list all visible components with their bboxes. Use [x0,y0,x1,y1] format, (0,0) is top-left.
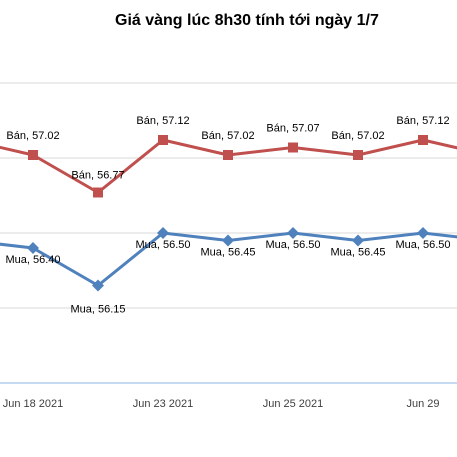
data-point-bán [223,150,233,160]
x-tick-label: Jun 23 2021 [133,398,194,410]
data-label-mua: Mua, 56.45 [200,247,255,259]
data-labels: Bán, 57.02 Bán, 56.77 Bán, 57.12 Bán, 57.02… [5,115,450,316]
data-point-bán [93,187,103,198]
data-label-bán: Bán, 57.02 [6,130,59,142]
data-point-bán [353,150,363,160]
data-label-mua: Mua, 56.50 [265,239,320,251]
chart-title: Giá vàng lúc 8h30 tính tới ngày 1/7 [115,12,379,29]
x-tick-label: Jun 25 2021 [263,398,324,410]
data-point-mua [222,234,234,247]
data-point-mua [27,242,39,254]
data-point-bán [288,142,298,153]
data-label-bán: Bán, 57.12 [396,115,449,127]
data-label-bán: Bán, 57.02 [331,130,384,142]
x-tick-label: Jun 18 2021 [3,398,64,410]
data-point-mua [417,227,429,239]
series-group [0,135,457,292]
gridlines [0,82,457,309]
data-label-mua: Mua, 56.50 [135,239,190,251]
data-label-bán: Bán, 57.02 [201,130,254,142]
data-label-mua: Mua, 56.50 [395,239,450,251]
data-point-bán [418,135,428,145]
data-point-mua [352,234,364,247]
data-label-bán: Bán, 57.12 [136,115,189,127]
data-point-mua [287,227,299,239]
x-tick-label: Jun 29 [406,398,439,410]
data-point-mua [92,279,104,292]
data-label-mua: Mua, 56.15 [70,304,125,316]
data-label-mua: Mua, 56.45 [330,247,385,259]
series-line-bán [0,138,457,194]
x-axis: Jun 18 2021 Jun 23 2021 Jun 25 2021 Jun 29 [0,382,457,410]
data-label-bán: Bán, 57.07 [266,123,319,135]
data-label-bán: Bán, 56.77 [71,170,124,182]
data-point-bán [28,150,38,160]
data-point-mua [157,227,169,239]
data-point-bán [158,135,168,145]
data-label-mua: Mua, 56.40 [5,254,60,266]
